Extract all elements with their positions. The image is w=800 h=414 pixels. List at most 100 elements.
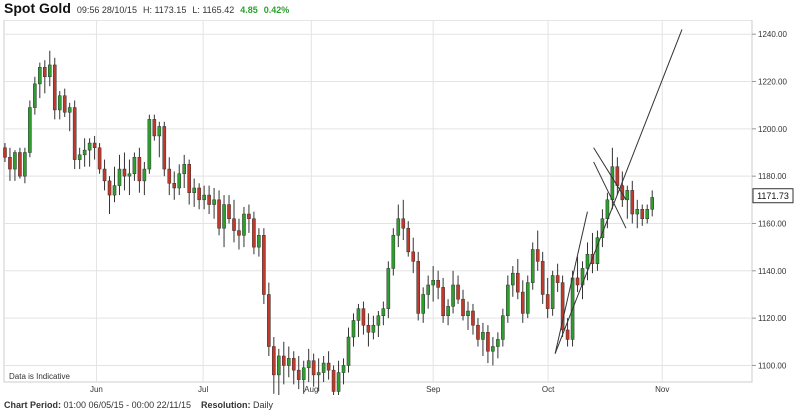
candle-body <box>540 261 545 295</box>
candle-body <box>107 180 112 196</box>
candle-body <box>132 156 137 175</box>
candle-body <box>441 287 445 317</box>
candle-body <box>47 64 52 78</box>
candle-body <box>212 199 216 205</box>
candle-body <box>262 235 266 295</box>
candle-body <box>67 107 72 113</box>
chart-footer: Chart Period: 01:00 06/05/15 - 00:00 22/… <box>4 400 273 410</box>
y-tick-label: 1220.00 <box>758 78 787 87</box>
quote-low: L: 1165.42 <box>192 5 235 15</box>
candle-body <box>461 298 465 317</box>
candle-body <box>152 119 157 137</box>
candle-body <box>585 253 590 269</box>
candle-body <box>381 308 386 317</box>
last-price-label: 1171.73 <box>757 191 789 201</box>
candle-body <box>620 185 625 201</box>
candle-body <box>630 190 635 215</box>
resolution-label: Resolution: <box>201 400 251 410</box>
y-tick-label: 1160.00 <box>758 219 787 228</box>
candle-body <box>127 173 132 177</box>
candle-body <box>311 360 316 376</box>
candle-body <box>421 294 425 314</box>
candle-body <box>515 272 520 293</box>
candle-body <box>72 107 77 160</box>
candle-body <box>137 156 142 182</box>
candle-body <box>501 315 505 340</box>
candle-body <box>496 339 500 347</box>
candle-body <box>326 362 331 371</box>
instrument-title: Spot Gold <box>4 0 71 16</box>
candle-body <box>376 315 381 326</box>
candle-body <box>82 149 87 156</box>
candle-body <box>117 168 122 186</box>
candle-body <box>281 355 286 366</box>
candle-body <box>222 204 226 229</box>
candle-body <box>52 64 57 111</box>
candle-body <box>92 142 97 149</box>
candle-body <box>321 362 326 373</box>
candle-body <box>296 369 301 380</box>
x-tick-label: Aug <box>304 385 318 394</box>
candle-body <box>550 275 555 309</box>
candle-body <box>13 152 17 170</box>
candle-body <box>172 183 177 189</box>
candle-body <box>560 282 565 331</box>
candle-body <box>341 365 346 373</box>
resolution-value: Daily <box>253 400 274 410</box>
y-tick-label: 1180.00 <box>758 172 787 181</box>
candle-body <box>301 367 306 380</box>
candle-body <box>525 282 530 314</box>
plot-area-frame <box>3 20 753 383</box>
candle-body <box>33 83 37 108</box>
candle-body <box>97 147 102 170</box>
candle-body <box>217 199 221 229</box>
x-tick-label: Sep <box>426 385 441 394</box>
candle-body <box>491 346 495 352</box>
candle-body <box>62 95 67 113</box>
trend-line <box>554 29 683 354</box>
quote-high: H: 1173.15 <box>142 5 187 15</box>
candle-body <box>316 372 321 376</box>
candle-body <box>77 154 82 160</box>
candle-body <box>28 107 32 153</box>
y-tick-label: 1100.00 <box>758 361 787 370</box>
x-tick-label: Jun <box>90 385 103 394</box>
candle-body <box>167 168 172 184</box>
candle-body <box>466 310 470 317</box>
channel-line <box>593 147 627 201</box>
candle-body <box>207 194 211 205</box>
candle-body <box>486 332 490 352</box>
trend-line <box>554 211 588 354</box>
candle-body <box>157 126 162 137</box>
candle-body <box>227 204 231 219</box>
quote-change: 4.85 <box>240 5 258 15</box>
candle-body <box>18 152 22 177</box>
candle-body <box>232 218 236 231</box>
candle-body <box>197 187 201 201</box>
candle-body <box>575 277 580 286</box>
y-tick-label: 1240.00 <box>758 30 787 39</box>
candle-body <box>38 67 42 85</box>
candle-body <box>506 284 510 317</box>
candle-body <box>401 218 406 229</box>
candle-body <box>177 173 182 189</box>
candle-body <box>142 168 147 182</box>
candle-body <box>277 355 281 376</box>
candle-body <box>545 294 550 309</box>
candle-body <box>331 369 336 392</box>
candle-body <box>57 95 62 111</box>
candle-body <box>361 308 366 326</box>
candle-body <box>147 119 152 170</box>
candle-body <box>426 284 430 295</box>
candle-body <box>520 291 525 314</box>
candle-body <box>451 284 455 307</box>
quote-change-pct: 0.42% <box>263 5 290 15</box>
candle-body <box>476 324 480 340</box>
candle-body <box>391 235 396 269</box>
candle-body <box>346 336 351 366</box>
y-tick-label: 1200.00 <box>758 125 787 134</box>
candle-body <box>645 209 650 219</box>
candle-body <box>267 294 271 347</box>
candle-body <box>122 168 127 177</box>
candle-body <box>555 275 560 283</box>
